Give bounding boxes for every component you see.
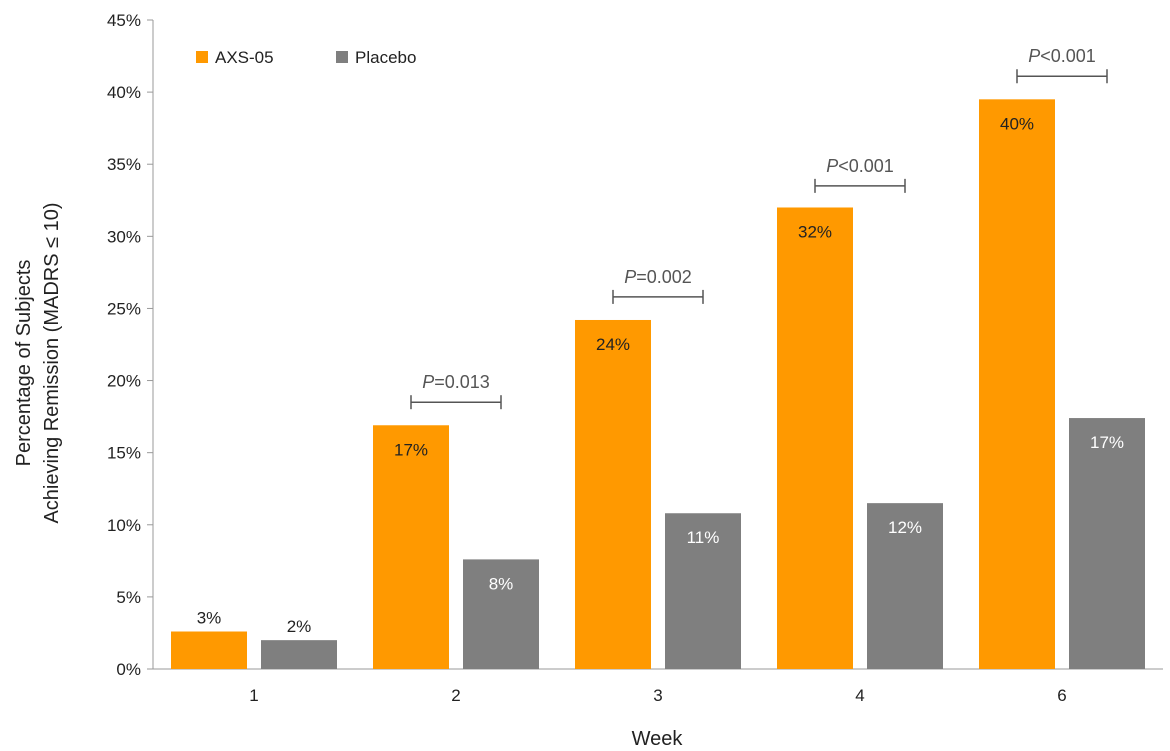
y-tick-label: 30% [107,227,141,246]
data-label: 40% [1000,114,1034,133]
x-tick-label: 1 [249,686,258,705]
bar-placebo-week-3 [665,513,741,669]
x-axis: 1 2 3 4 6 [153,668,1163,705]
y-tick-label: 40% [107,83,141,102]
bar-axs-05-week-6 [979,99,1055,670]
bar-axs-05-week-2 [373,425,449,669]
bar-placebo-week-1 [261,640,337,669]
legend: AXS-05 Placebo [196,48,416,67]
x-tick-label: 4 [855,686,864,705]
y-axis-title-line1: Percentage of Subjects [13,260,35,467]
x-tick-label: 3 [653,686,662,705]
bar-placebo-week-2 [463,559,539,669]
bar-axs-05-week-1 [171,631,247,669]
y-tick-label: 20% [107,372,141,391]
y-tick-label: 25% [107,299,141,318]
bars [171,99,1145,670]
p-value-label: P=0.013 [422,372,490,392]
data-label: 3% [197,609,222,628]
p-value-label: P<0.001 [826,156,894,176]
bar-axs-05-week-3 [575,319,651,669]
data-label: 8% [489,574,514,593]
x-tick-label: 2 [451,686,460,705]
data-label: 32% [798,222,832,241]
data-label: 17% [394,440,428,459]
p-value-label: P<0.001 [1028,46,1096,66]
data-label: 17% [1090,433,1124,452]
legend-swatch-axs-05 [196,51,208,63]
y-tick-label: 45% [107,11,141,30]
data-label: 12% [888,518,922,537]
bar-placebo-week-6 [1069,418,1145,669]
legend-label: AXS-05 [215,48,274,67]
y-tick-label: 15% [107,444,141,463]
x-axis-title: Week [632,728,684,750]
bar-labels: 3% 2% 17% 8% 24% 11% 32% 12% 40% 17% [197,114,1124,636]
bar-placebo-week-4 [867,503,943,669]
y-axis-title-line2: Achieving Remission (MADRS ≤ 10) [41,202,63,523]
p-value-annotations: P=0.013 P=0.002 P<0.001 P<0.001 [410,46,1108,410]
legend-swatch-placebo [336,51,348,63]
p-value-label: P=0.002 [624,267,692,287]
y-axis: 0% 5% 10% 15% 20% 25% 30% 35% 40% 45% [107,11,154,679]
y-tick-label: 5% [116,588,141,607]
y-tick-label: 35% [107,155,141,174]
y-tick-label: 0% [116,660,141,679]
x-tick-label: 6 [1057,686,1066,705]
bar-axs-05-week-4 [777,207,853,669]
data-label: 24% [596,335,630,354]
data-label: 2% [287,617,312,636]
y-tick-label: 10% [107,516,141,535]
data-label: 11% [687,528,720,547]
legend-label: Placebo [355,48,416,67]
